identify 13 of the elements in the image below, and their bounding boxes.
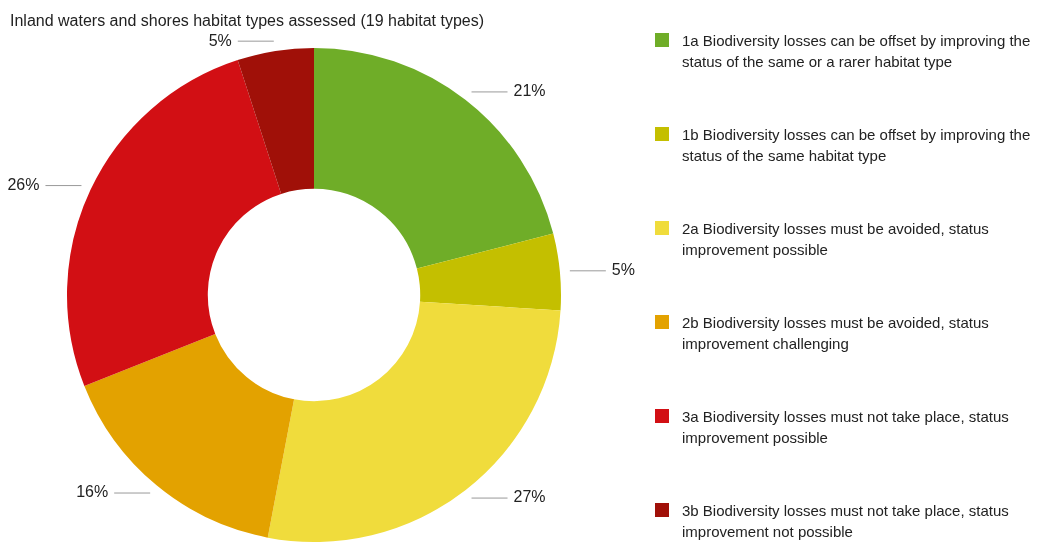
legend-label: 1a Biodiversity losses can be offset by improving the status of the same or a rarer habitat type (682, 31, 1032, 72)
data-label: 26% (7, 175, 40, 193)
legend-label: 1b Biodiversity losses can be offset by improving the status of the same habitat type (682, 125, 1032, 166)
legend-label: 3b Biodiversity losses must not take place, status improvement not possible (682, 501, 1010, 542)
legend-label: 2b Biodiversity losses must be avoided, status improvement challenging (682, 313, 990, 354)
data-label: 16% (76, 483, 109, 501)
data-label: 5% (611, 261, 635, 279)
data-label: 27% (513, 488, 546, 506)
legend-label: 3a Biodiversity losses must not take place, status improvement possible (682, 407, 1010, 448)
data-label: 5% (208, 31, 232, 49)
data-label: 21% (513, 82, 546, 100)
chart-title: Inland waters and shores habitat types assessed (19 habitat types) (10, 12, 485, 30)
legend-label: 2a Biodiversity losses must be avoided, status improvement possible (682, 219, 990, 260)
